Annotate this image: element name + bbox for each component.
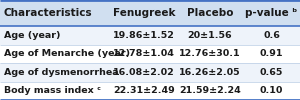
Text: Age of Menarche (year): Age of Menarche (year) — [4, 49, 130, 58]
Text: 0.65: 0.65 — [260, 68, 283, 77]
Text: Placebo: Placebo — [187, 8, 233, 18]
Text: Age (year): Age (year) — [4, 31, 60, 40]
Text: Characteristics: Characteristics — [4, 8, 92, 18]
Text: Age of dysmenorrhea: Age of dysmenorrhea — [4, 68, 119, 77]
Text: 16.26±2.05: 16.26±2.05 — [179, 68, 241, 77]
Text: 16.08±2.02: 16.08±2.02 — [113, 68, 175, 77]
Text: 20±1.56: 20±1.56 — [188, 31, 232, 40]
Bar — [0, 0, 300, 26]
Text: 12.76±30.1: 12.76±30.1 — [179, 49, 241, 58]
Text: p-value ᵇ: p-value ᵇ — [245, 8, 298, 18]
Bar — [0, 63, 300, 82]
Text: Body mass index ᶜ: Body mass index ᶜ — [4, 86, 101, 95]
Text: 12.78±1.04: 12.78±1.04 — [113, 49, 175, 58]
Text: 21.59±2.24: 21.59±2.24 — [179, 86, 241, 95]
Text: 22.31±2.49: 22.31±2.49 — [113, 86, 175, 95]
Bar — [0, 82, 300, 100]
Text: 0.6: 0.6 — [263, 31, 280, 40]
Text: 19.86±1.52: 19.86±1.52 — [113, 31, 175, 40]
Bar — [0, 26, 300, 44]
Bar — [0, 44, 300, 63]
Text: 0.10: 0.10 — [260, 86, 283, 95]
Text: 0.91: 0.91 — [260, 49, 283, 58]
Text: Fenugreek: Fenugreek — [113, 8, 175, 18]
